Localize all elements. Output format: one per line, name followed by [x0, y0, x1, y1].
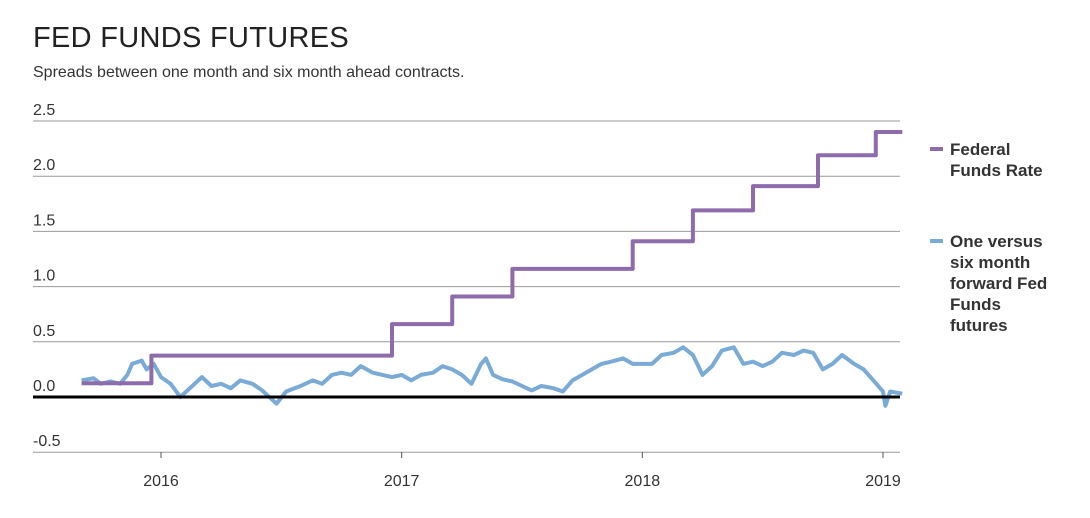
y-tick-label: 1.5	[33, 212, 55, 229]
legend-label-forward-futures: One versus six month forward Fed Funds f…	[950, 232, 1048, 335]
x-tick-label: 2018	[625, 473, 661, 490]
x-tick-label: 2016	[143, 473, 179, 490]
forward-futures-line	[81, 345, 903, 408]
federal-funds-rate-line	[81, 130, 903, 386]
y-tick-label: 0.5	[33, 323, 55, 340]
chart-title: FED FUNDS FUTURES	[33, 22, 350, 54]
chart-subtitle: Spreads between one month and six month …	[33, 64, 465, 81]
legend-swatch-forward-futures	[930, 239, 943, 243]
y-tick-label: -0.5	[33, 433, 61, 450]
x-tick-label: 2017	[384, 473, 420, 490]
x-tick-label: 2019	[865, 473, 901, 490]
y-tick-label: 0.0	[33, 378, 55, 395]
legend-label-federal-funds-rate: Federal Funds Rate	[950, 140, 1043, 180]
y-tick-label: 1.0	[33, 268, 55, 285]
legend-swatch-federal-funds-rate	[930, 147, 943, 151]
y-tick-label: 2.5	[33, 102, 55, 119]
y-tick-label: 2.0	[33, 157, 55, 174]
